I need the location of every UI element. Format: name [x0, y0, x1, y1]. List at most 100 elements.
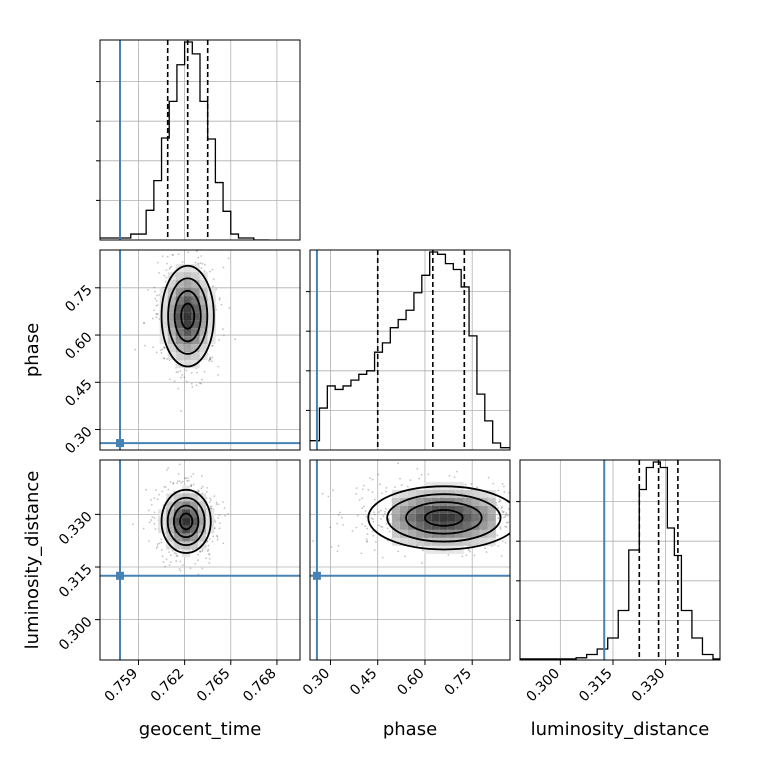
contour-line — [367, 485, 510, 551]
sample-point — [171, 217, 173, 219]
sample-point — [172, 254, 175, 256]
sample-point — [416, 467, 419, 470]
sample-point — [217, 503, 220, 506]
sample-point — [160, 549, 163, 551]
sample-point — [200, 475, 203, 477]
sample-point — [524, 484, 526, 486]
x-tick-label: 0.45 — [347, 666, 380, 699]
sample-point — [215, 501, 218, 504]
sample-point — [142, 321, 145, 324]
density-cell — [191, 280, 200, 289]
sample-point — [380, 517, 382, 520]
sample-point — [361, 523, 363, 526]
sample-point — [152, 346, 155, 349]
y-tick-label: 0.30 — [62, 424, 95, 457]
sample-point — [365, 538, 368, 541]
sample-point — [175, 555, 178, 557]
sample-point — [547, 535, 549, 537]
sample-point — [179, 369, 182, 372]
sample-point — [234, 338, 237, 341]
density-cell — [463, 505, 472, 514]
sample-point — [177, 472, 180, 475]
sample-point — [217, 365, 220, 368]
sample-point — [505, 512, 508, 515]
contour-line — [180, 302, 196, 330]
density-cell — [191, 344, 200, 353]
density-cell — [198, 525, 207, 534]
density-cell — [183, 296, 192, 305]
sample-point — [181, 261, 184, 264]
sample-point — [165, 276, 168, 279]
density-cell — [391, 513, 400, 522]
density-cell — [191, 296, 200, 305]
sample-point — [380, 525, 382, 528]
y-tick-label: 0.45 — [62, 377, 95, 410]
truth-marker — [116, 571, 124, 580]
sample-point — [496, 534, 499, 537]
sample-point — [461, 555, 464, 558]
hist-panel-phase — [306, 249, 511, 451]
sample-point — [211, 268, 214, 271]
sample-point — [151, 317, 154, 320]
x-tick-label: 0.60 — [394, 666, 427, 699]
sample-point — [150, 503, 153, 506]
sample-point — [208, 562, 211, 564]
density-cell — [166, 533, 175, 542]
density-cell — [183, 288, 192, 297]
density-cell — [190, 509, 199, 518]
x-tick-label: 0.759 — [102, 666, 142, 706]
sample-point — [209, 358, 212, 360]
sample-point — [178, 568, 181, 570]
sample-point — [358, 498, 361, 501]
sample-point — [153, 309, 155, 312]
density-cell — [159, 320, 168, 329]
sample-point — [397, 462, 399, 465]
sample-point — [208, 358, 211, 361]
sample-point — [153, 517, 156, 519]
contour-line — [166, 496, 206, 546]
sample-point — [330, 546, 333, 548]
density-cell — [191, 288, 200, 297]
density-cell — [175, 296, 184, 305]
sample-point — [199, 550, 202, 553]
sample-point — [190, 475, 193, 478]
sample-point — [155, 547, 158, 549]
density-cell — [407, 513, 416, 522]
density-cell — [175, 328, 184, 337]
density-cell — [423, 521, 432, 530]
sample-point — [142, 527, 145, 530]
density-cell — [175, 336, 184, 345]
x-axis-label-phase: phase — [383, 719, 437, 740]
density-cell — [463, 497, 472, 506]
sample-point — [221, 328, 224, 331]
sample-point — [514, 523, 516, 525]
sample-point — [209, 507, 212, 510]
sample-point — [163, 357, 166, 360]
density-cell — [191, 328, 200, 337]
sample-point — [148, 521, 151, 524]
density-cell — [190, 517, 199, 526]
sample-point — [164, 486, 167, 488]
density-cell — [407, 497, 416, 506]
sample-point — [156, 545, 159, 548]
sample-point — [369, 477, 371, 480]
sample-point — [536, 513, 538, 515]
sample-point — [373, 513, 376, 516]
sample-point — [168, 551, 170, 554]
sample-point — [153, 286, 156, 289]
sample-point — [207, 553, 210, 555]
density-cell — [423, 497, 432, 506]
sample-point — [209, 499, 212, 502]
density-cell — [183, 304, 192, 313]
density-cell — [183, 264, 192, 273]
density-cell — [199, 304, 208, 313]
sample-point — [385, 522, 388, 525]
sample-point — [364, 510, 367, 512]
sample-point — [500, 555, 503, 558]
x-tick-label: 0.765 — [194, 666, 234, 706]
sample-point — [201, 567, 204, 570]
sample-point — [178, 463, 181, 466]
sample-point — [465, 554, 468, 557]
density-cell — [191, 304, 200, 313]
sample-point — [524, 510, 526, 512]
